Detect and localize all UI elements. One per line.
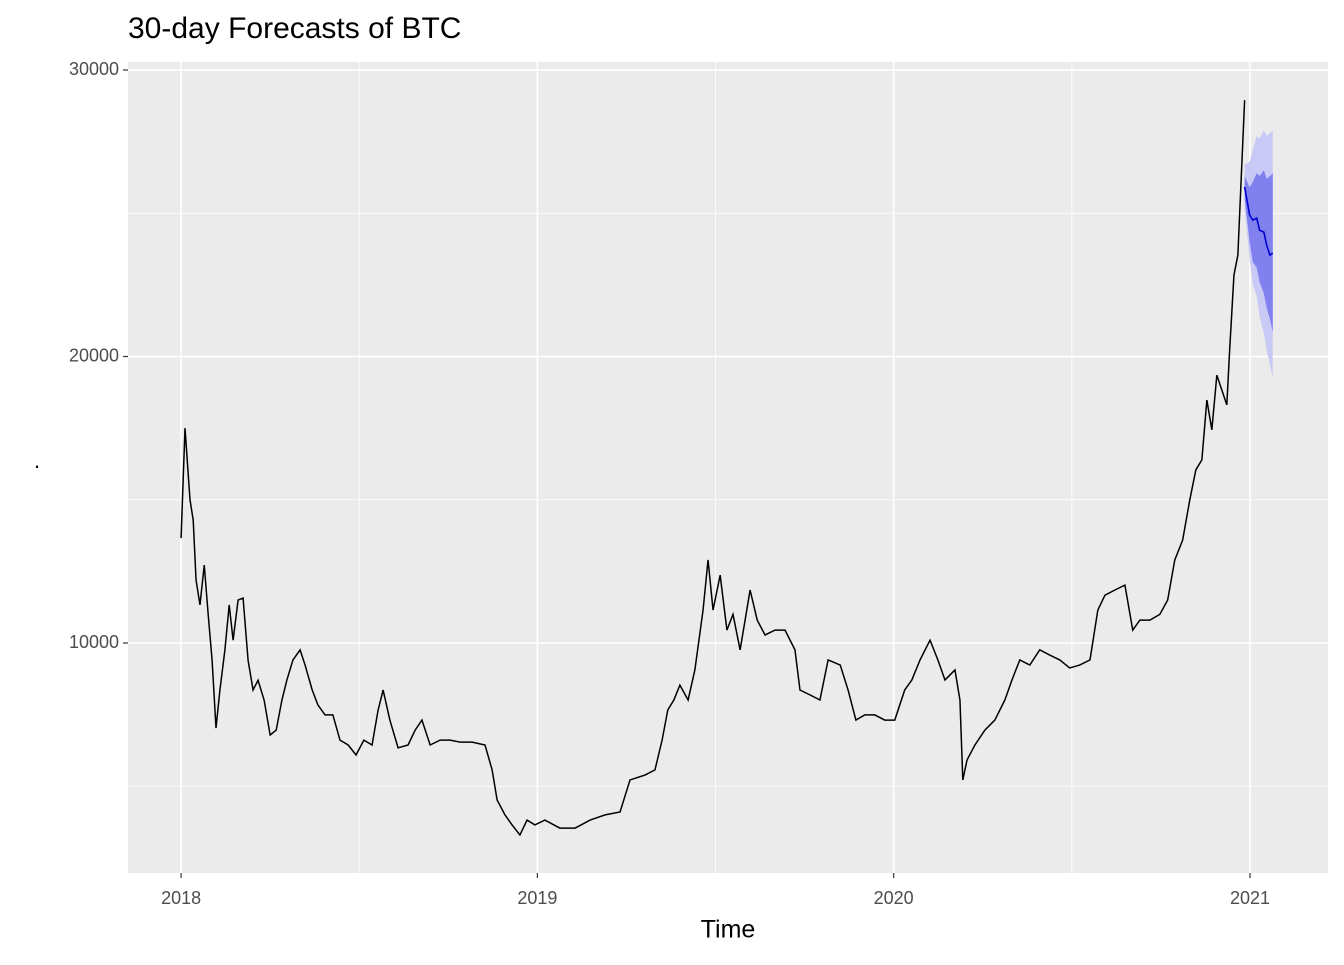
- interval-80: [1244, 170, 1273, 333]
- history-line: [180, 100, 1246, 837]
- x-tick-label: 2021: [1230, 888, 1270, 908]
- y-axis-label: .: [34, 448, 40, 473]
- forecast-mean-line: [1243, 186, 1274, 257]
- y-tick-label: 10000: [69, 632, 119, 652]
- chart-title: 30-day Forecasts of BTC: [128, 12, 461, 45]
- y-tick-label: 20000: [69, 345, 119, 365]
- y-tick-label: 30000: [69, 59, 119, 79]
- x-tick-label: 2020: [874, 888, 914, 908]
- x-tick-label: 2018: [161, 888, 201, 908]
- plot-panel: [128, 62, 1328, 873]
- x-axis-label: Time: [701, 916, 756, 944]
- x-tick-label: 2019: [517, 888, 557, 908]
